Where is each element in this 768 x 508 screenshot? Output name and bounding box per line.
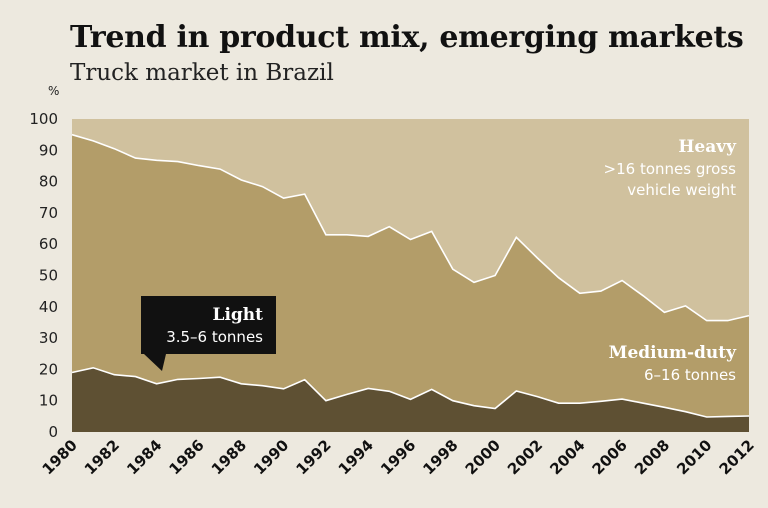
x-tick-label: 1992 [292,436,334,478]
x-tick-label: 1988 [208,436,250,478]
x-tick-label: 2012 [716,436,758,478]
y-tick-label: 80 [39,173,58,191]
y-tick-label: 30 [39,329,58,347]
x-tick-label: 2010 [673,436,715,478]
annotation-heavy-name: Heavy [678,137,737,157]
x-tick-label: 1982 [81,436,123,478]
y-tick-label: 10 [39,392,58,410]
callout-box [141,296,276,354]
annotation-heavy-detail-1: >16 tonnes gross [604,160,737,178]
x-tick-label: 1990 [250,436,292,478]
y-tick-label: 50 [39,267,58,285]
annotation-light-callout: Light 3.5–6 tonnes [141,296,276,371]
annotation-medium-detail: 6–16 tonnes [644,366,736,384]
boundary-line-light-medium [71,366,750,418]
x-tick-label: 1996 [377,436,419,478]
y-axis: 0 10 20 30 40 50 60 70 80 90 100 [29,110,58,441]
x-tick-label: 1984 [123,436,165,478]
y-tick-label: 20 [39,360,58,378]
x-tick-label: 2000 [462,436,504,478]
annotation-light-name: Light [212,305,263,325]
x-tick-label: 1994 [335,436,377,478]
x-tick-label: 2008 [631,436,673,478]
x-tick-label: 2006 [589,436,631,478]
chart-subtitle: Truck market in Brazil [70,60,334,86]
y-tick-label: 40 [39,298,58,316]
callout-pointer [144,354,166,371]
y-axis-unit-label: % [48,84,59,98]
y-tick-label: 100 [29,110,58,128]
plot-area [71,119,750,432]
y-tick-label: 90 [39,141,58,159]
x-tick-label: 2004 [546,436,588,478]
boundary-line-medium-heavy [71,133,750,322]
x-tick-label: 1998 [419,436,461,478]
annotation-heavy-detail-2: vehicle weight [627,181,736,199]
x-axis: 1980 1982 1984 1986 1988 1990 1992 1994 1996 1998… [39,436,758,478]
x-tick-label: 2002 [504,436,546,478]
annotation-light-detail: 3.5–6 tonnes [166,328,263,346]
x-tick-label: 1980 [39,436,81,478]
chart-title: Trend in product mix, emerging markets [70,20,744,55]
y-tick-label: 70 [39,204,58,222]
area-medium-duty [72,134,749,432]
x-tick-label: 1986 [166,436,208,478]
y-tick-label: 60 [39,235,58,253]
y-tick-label: 0 [48,423,58,441]
annotation-medium-name: Medium-duty [609,343,737,363]
